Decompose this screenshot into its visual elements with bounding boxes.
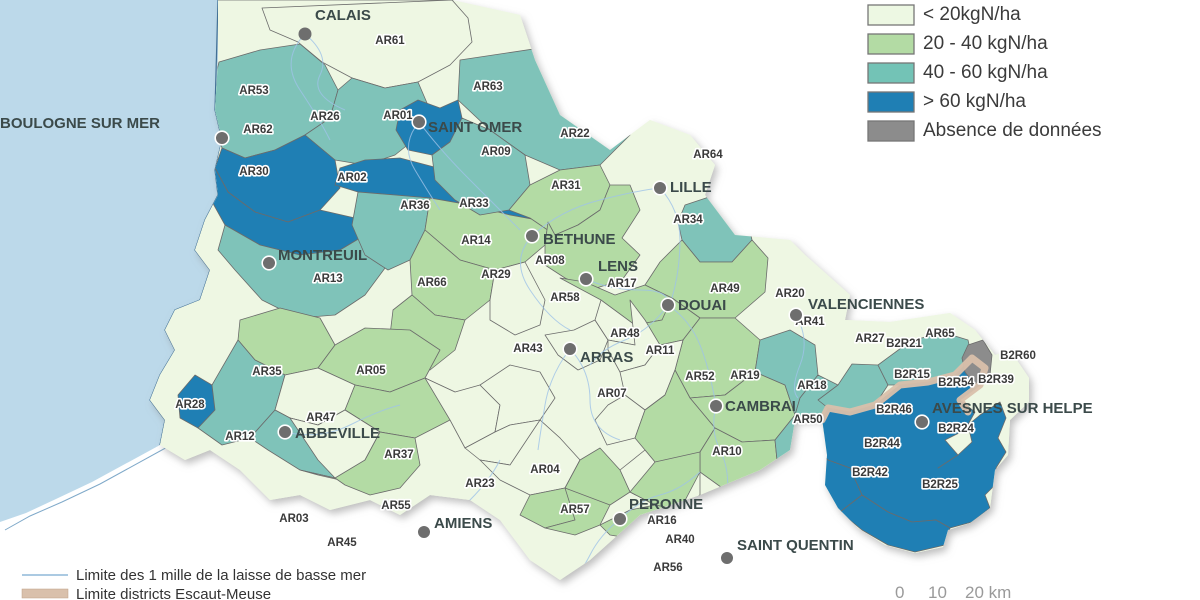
svg-text:SAINT OMER: SAINT OMER [428,119,522,136]
svg-text:AR49: AR49 [710,283,739,295]
svg-text:AR50: AR50 [793,414,822,426]
svg-text:AVESNES SUR HELPE: AVESNES SUR HELPE [932,400,1093,417]
svg-text:B2R39: B2R39 [978,374,1014,386]
svg-text:CAMBRAI: CAMBRAI [725,398,796,415]
svg-text:AR29: AR29 [481,269,510,281]
svg-text:AR11: AR11 [646,345,675,357]
svg-text:LENS: LENS [598,258,638,275]
svg-text:AR57: AR57 [560,504,589,516]
svg-text:AR13: AR13 [313,273,342,285]
svg-text:DOUAI: DOUAI [678,297,726,314]
svg-text:AR65: AR65 [925,328,955,340]
svg-text:B2R46: B2R46 [876,404,912,416]
svg-text:B2R44: B2R44 [864,438,900,450]
svg-text:AR23: AR23 [465,478,494,490]
svg-text:< 20kgN/ha: < 20kgN/ha [923,4,1021,25]
svg-text:AR16: AR16 [647,515,676,527]
svg-text:AR48: AR48 [610,328,640,340]
svg-text:AR64: AR64 [693,149,723,161]
svg-text:20 km: 20 km [965,583,1011,600]
svg-text:AR36: AR36 [400,200,429,212]
svg-text:AR12: AR12 [225,431,254,443]
svg-text:AMIENS: AMIENS [434,515,492,532]
svg-text:AR45: AR45 [327,537,357,549]
svg-text:B2R25: B2R25 [922,479,958,491]
svg-text:AR04: AR04 [530,464,560,476]
svg-text:PERONNE: PERONNE [629,496,703,513]
svg-text:CALAIS: CALAIS [315,7,371,24]
svg-text:AR30: AR30 [239,166,268,178]
svg-text:AR19: AR19 [730,370,759,382]
svg-text:Limite districts Escaut-Meuse: Limite districts Escaut-Meuse [76,586,271,600]
svg-text:AR56: AR56 [653,562,682,574]
svg-text:AR27: AR27 [855,333,884,345]
svg-text:MONTREUIL: MONTREUIL [278,247,367,264]
svg-text:AR26: AR26 [310,111,339,123]
svg-text:AR31: AR31 [551,180,581,192]
svg-text:B2R54: B2R54 [938,377,974,389]
svg-text:AR28: AR28 [175,399,205,411]
svg-text:AR55: AR55 [381,500,411,512]
svg-text:AR01: AR01 [383,110,413,122]
svg-text:AR53: AR53 [239,85,268,97]
svg-text:LILLE: LILLE [670,179,712,196]
svg-text:AR37: AR37 [384,449,413,461]
svg-text:B2R24: B2R24 [938,423,974,435]
svg-text:AR17: AR17 [607,278,636,290]
svg-text:40 - 60 kgN/ha: 40 - 60 kgN/ha [923,62,1048,83]
svg-text:AR18: AR18 [797,380,827,392]
svg-text:0: 0 [895,583,904,600]
svg-text:10: 10 [928,583,947,600]
svg-text:ARRAS: ARRAS [580,349,633,366]
svg-text:AR08: AR08 [535,255,565,267]
svg-text:20 - 40 kgN/ha: 20 - 40 kgN/ha [923,33,1048,54]
svg-text:AR10: AR10 [712,446,741,458]
svg-text:AR14: AR14 [461,235,491,247]
svg-text:AR05: AR05 [356,365,386,377]
svg-text:AR22: AR22 [560,128,589,140]
svg-text:AR47: AR47 [306,412,335,424]
svg-text:AR61: AR61 [375,35,405,47]
svg-text:BOULOGNE SUR MER: BOULOGNE SUR MER [0,115,160,132]
svg-text:AR20: AR20 [775,288,804,300]
svg-text:AR58: AR58 [550,292,580,304]
svg-text:AR02: AR02 [337,172,366,184]
svg-text:B2R15: B2R15 [894,369,930,381]
svg-text:AR03: AR03 [279,513,308,525]
svg-text:B2R60: B2R60 [1000,350,1036,362]
svg-text:AR09: AR09 [481,146,510,158]
svg-text:AR63: AR63 [473,81,502,93]
svg-text:AR43: AR43 [513,343,542,355]
svg-text:AR35: AR35 [252,366,282,378]
svg-text:AR34: AR34 [673,214,703,226]
svg-text:AR40: AR40 [665,534,694,546]
svg-text:AR66: AR66 [417,277,446,289]
svg-text:ABBEVILLE: ABBEVILLE [295,425,380,442]
svg-text:AR33: AR33 [459,198,488,210]
svg-text:B2R42: B2R42 [852,467,888,479]
svg-text:B2R21: B2R21 [886,338,922,350]
svg-text:AR07: AR07 [597,388,626,400]
svg-text:BETHUNE: BETHUNE [543,231,616,248]
svg-text:Limite des 1 mille de la laiss: Limite des 1 mille de la laisse de basse… [76,567,366,584]
svg-text:SAINT QUENTIN: SAINT QUENTIN [737,537,854,554]
svg-text:AR62: AR62 [243,124,272,136]
svg-text:VALENCIENNES: VALENCIENNES [808,296,924,313]
svg-text:AR52: AR52 [685,371,714,383]
svg-text:Absence de données: Absence de données [923,120,1102,141]
svg-text:> 60 kgN/ha: > 60 kgN/ha [923,91,1026,112]
